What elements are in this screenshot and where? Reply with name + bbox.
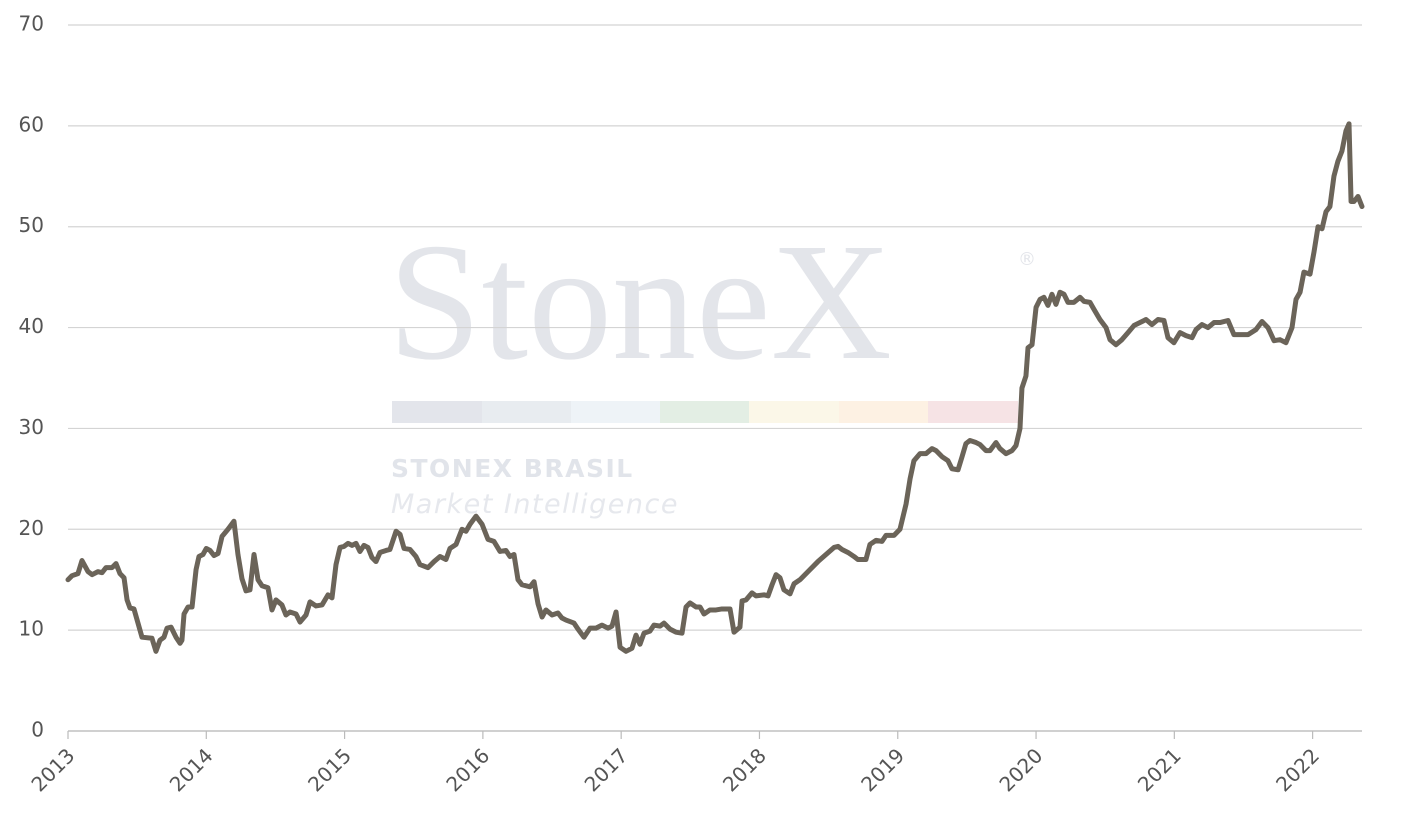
y-tick-label: 20 [19,516,44,540]
watermark: StoneX ® STONEX BRASIL Market Intelligen… [388,209,1036,520]
stripe [839,401,928,423]
y-tick-label: 70 [19,12,44,36]
x-tick-label: 2022 [1271,743,1324,796]
y-tick-label: 60 [19,112,44,136]
x-tick-label: 2016 [441,743,494,796]
x-tick-label: 2017 [580,743,633,796]
watermark-mark: ® [1018,249,1036,270]
stripe [749,401,839,423]
x-tick-label: 2021 [1133,743,1186,796]
x-tick-label: 2015 [303,743,356,796]
x-tick-label: 2018 [718,743,771,796]
y-tick-label: 0 [31,718,44,742]
stripe [392,401,482,423]
y-tick-label: 10 [19,617,44,641]
watermark-tagline: Market Intelligence [391,489,679,520]
y-tick-label: 50 [19,213,44,237]
stripe [660,401,749,423]
x-tick-label: 2014 [165,743,218,796]
watermark-name: STONEX BRASIL [391,454,634,483]
y-tick-label: 40 [19,314,44,338]
y-tick-label: 30 [19,415,44,439]
stripe [482,401,571,423]
stripe [571,401,660,423]
x-tick-label: 2020 [995,743,1048,796]
stripe [928,401,1018,423]
watermark-logo: StoneX [388,209,892,395]
x-tick-label: 2019 [856,743,909,796]
x-tick-label: 2013 [26,743,79,796]
line [65,121,1365,654]
